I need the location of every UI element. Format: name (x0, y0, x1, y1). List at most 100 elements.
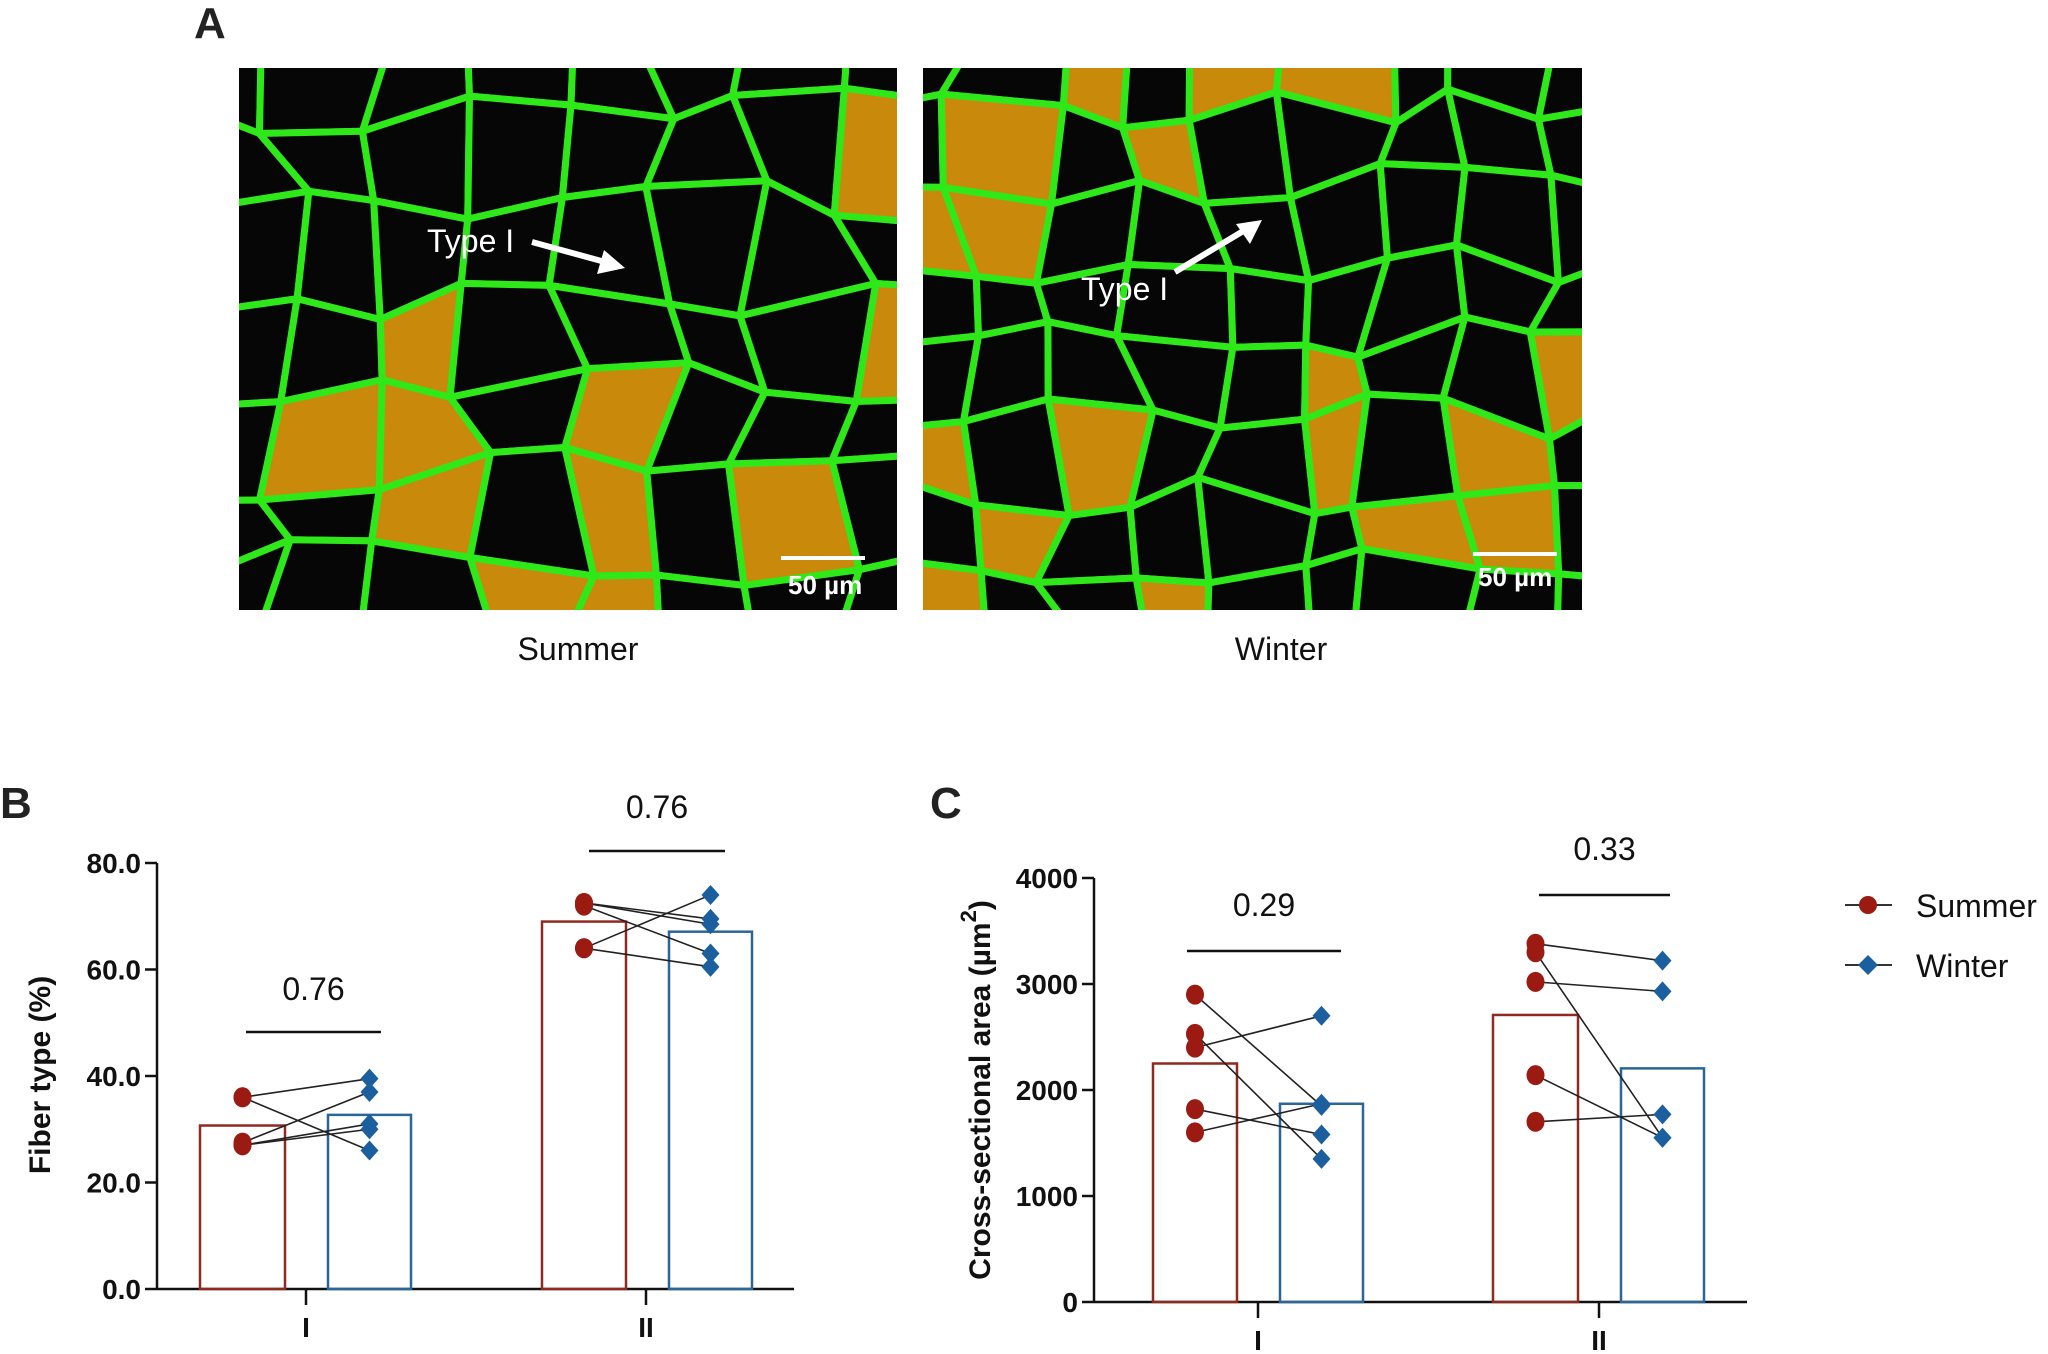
panel-label-b: B (0, 779, 32, 828)
bar-winter-II (667, 930, 754, 1291)
type-ii-fiber (1551, 482, 1582, 580)
pair-line (1194, 1015, 1322, 1049)
pair-line (242, 1128, 370, 1147)
diamond-marker-icon (1858, 955, 1878, 975)
summer-point (575, 895, 593, 916)
pair-line (583, 894, 711, 949)
scale-bar-label: 50 µm (1478, 562, 1552, 592)
summer-point (1186, 1099, 1204, 1120)
y-tick-label: 0 (1062, 1287, 1078, 1318)
y-tick-label: 2000 (1016, 1075, 1078, 1106)
summer-point (575, 938, 593, 959)
arrowhead-icon (597, 250, 625, 274)
annotation-label: Type I (1081, 271, 1168, 307)
winter-point (360, 1081, 379, 1102)
type-ii-fiber (729, 68, 850, 99)
winter-point (360, 1140, 379, 1161)
y-axis-label: Cross-sectional area (µm2) (956, 900, 997, 1280)
winter-point (701, 943, 720, 964)
summer-point (1526, 942, 1545, 963)
type-ii-fiber (359, 537, 490, 610)
type-ii-fiber (842, 557, 897, 610)
type-ii-fiber (1534, 68, 1582, 123)
type-i-fiber (923, 559, 988, 610)
pair-line (242, 1091, 370, 1144)
type-ii-fiber (1216, 341, 1310, 432)
winter-point (1653, 981, 1672, 1002)
summer-point (233, 1087, 252, 1108)
winter-point (1653, 1104, 1672, 1125)
type-ii-fiber (977, 567, 1062, 610)
type-i-fiber (1526, 328, 1582, 443)
summer-point (1526, 1111, 1545, 1132)
x-tick-label: I (1254, 1325, 1262, 1354)
type-ii-fiber (1032, 574, 1146, 610)
summer-point (1526, 1065, 1545, 1086)
type-i-annotation-summer: Type I (427, 223, 625, 274)
p-value-label: 0.29 (1233, 887, 1295, 923)
micrograph-caption-winter: Winter (1235, 631, 1328, 667)
pair-line (1535, 942, 1663, 962)
winter-point (1653, 1127, 1672, 1148)
type-ii-fiber (1302, 545, 1366, 610)
pair-line (1194, 1102, 1322, 1134)
bar-summer-II (1491, 1013, 1580, 1304)
winter-point (701, 914, 720, 935)
bar-summer-I (1151, 1062, 1239, 1304)
summer-point (1186, 1037, 1204, 1058)
y-tick-label: 1000 (1016, 1181, 1078, 1212)
type-ii-fiber (1546, 417, 1582, 490)
bar-summer-I (198, 1124, 287, 1291)
type-ii-fiber (1466, 565, 1563, 610)
winter-point (360, 1119, 379, 1140)
winter-point (1312, 1093, 1331, 1114)
p-value-label: 0.76 (282, 971, 344, 1007)
y-tick-label: 60.0 (87, 955, 142, 986)
micrograph-winter (923, 68, 1582, 610)
type-i-annotation-winter: Type I (1081, 220, 1262, 307)
y-tick-label: 40.0 (87, 1061, 142, 1092)
y-tick-label: 80.0 (87, 848, 142, 879)
type-ii-fiber (567, 68, 678, 123)
arrow-icon (1173, 227, 1247, 275)
panel-label-a: A (194, 0, 226, 48)
chart-cross-sectional-area: Cross-sectional area (µm2) 0 1000 2000 3000… (956, 831, 1747, 1354)
type-ii-fiber (1352, 545, 1484, 610)
p-value-label: 0.33 (1573, 831, 1635, 867)
legend: Summer Winter (1845, 888, 2037, 984)
pair-line (242, 1123, 370, 1147)
pair-line (583, 902, 711, 920)
type-ii-fiber (828, 452, 897, 574)
pair-line (583, 904, 711, 955)
y-tick-label: 0.0 (102, 1274, 141, 1305)
type-ii-fiber (652, 571, 752, 610)
winter-point (701, 884, 720, 905)
pair-line (1194, 993, 1323, 1107)
x-tick-label: II (1591, 1325, 1607, 1354)
type-ii-fiber (1204, 562, 1313, 610)
type-ii-fiber (1226, 265, 1313, 351)
scale-bar-winter: 50 µm (1473, 552, 1557, 592)
x-tick-label: I (302, 1312, 310, 1343)
type-i-fiber (1132, 574, 1213, 610)
arrowhead-icon (1236, 220, 1262, 244)
type-ii-fiber (1526, 269, 1582, 336)
type-ii-fiber (239, 187, 313, 311)
pair-line (242, 1096, 370, 1152)
pair-line (1535, 981, 1663, 993)
arrow-icon (531, 239, 606, 265)
pair-line (242, 1077, 370, 1099)
summer-point (1186, 984, 1204, 1005)
type-i-fiber (830, 84, 897, 225)
type-ii-fiber (828, 396, 897, 465)
type-ii-fiber (830, 211, 897, 289)
scale-bar-label: 50 µm (788, 570, 862, 600)
y-tick-label: 20.0 (87, 1168, 142, 1199)
legend-label: Summer (1916, 888, 2037, 924)
micrograph-summer (239, 68, 897, 610)
summer-point (1186, 1023, 1204, 1044)
y-tick-label: 3000 (1016, 969, 1078, 1000)
y-tick-label: 4000 (1016, 863, 1078, 894)
pair-line (1534, 951, 1664, 1139)
chart-fiber-type: Fiber type (%) 0.0 20.0 40.0 60.0 80.0 I 0.76 I… (24, 789, 794, 1343)
